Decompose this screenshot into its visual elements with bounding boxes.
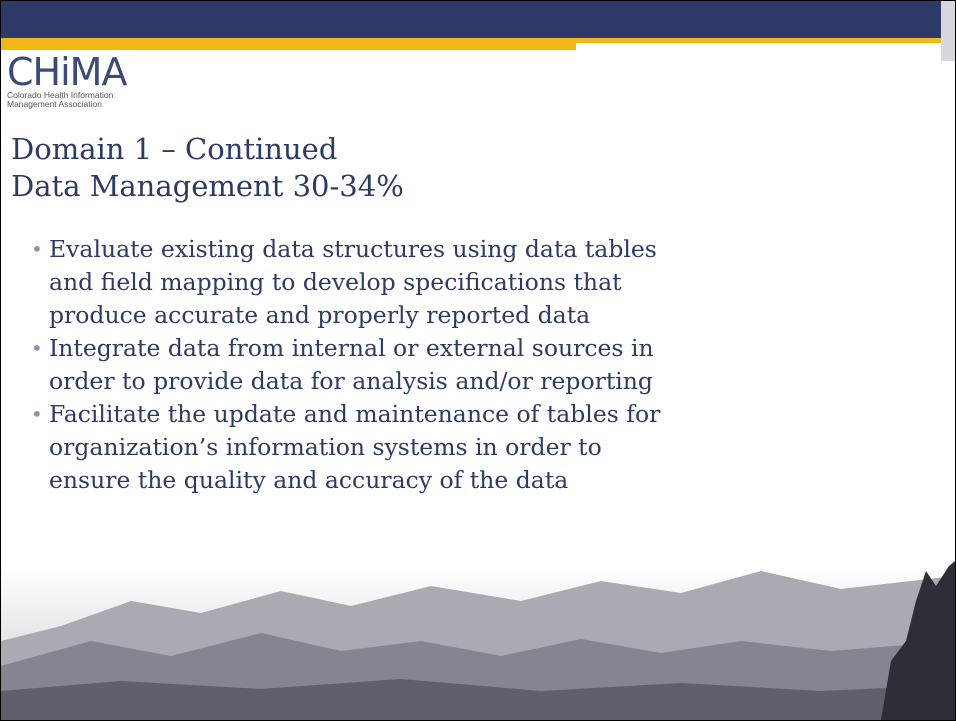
bullet: Evaluate existing data structures using … xyxy=(31,233,660,332)
title-line: Data Management 30-34% xyxy=(11,168,404,205)
bullet-line: Facilitate the update and maintenance of… xyxy=(49,398,660,431)
bullet-line: organization’s information systems in or… xyxy=(49,431,660,464)
top-bar xyxy=(1,1,955,38)
edge-strip xyxy=(941,1,955,61)
bullet: Facilitate the update and maintenance of… xyxy=(31,398,660,497)
slide: CHiMA Colorado Health InformationManagem… xyxy=(0,0,956,721)
gold-line xyxy=(576,38,941,43)
gold-stripe xyxy=(1,38,576,50)
bullet: Integrate data from internal or external… xyxy=(31,332,660,398)
title-line: Domain 1 – Continued xyxy=(11,131,404,168)
bullet-line: order to provide data for analysis and/o… xyxy=(49,365,660,398)
bullet-line: and field mapping to develop specificati… xyxy=(49,266,660,299)
bullet-line: Integrate data from internal or external… xyxy=(49,332,660,365)
bullet-line: ensure the quality and accuracy of the d… xyxy=(49,464,660,497)
page: {"logo": {"name": "CHiMA", "tagline": ["… xyxy=(0,0,956,721)
tagline-line: Management Association xyxy=(7,100,126,109)
bullet-line: produce accurate and properly reported d… xyxy=(49,299,660,332)
bullet-line: Evaluate existing data structures using … xyxy=(49,233,660,266)
logo-name: CHiMA xyxy=(7,53,126,91)
bullet-list: Evaluate existing data structures using … xyxy=(31,233,660,497)
